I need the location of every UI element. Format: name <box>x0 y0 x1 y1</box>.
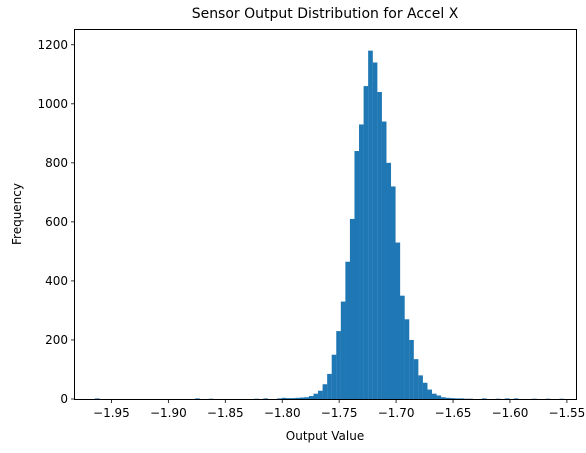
x-axis-label: Output Value <box>286 429 364 443</box>
histogram-bar <box>381 121 387 399</box>
histogram-bar <box>445 397 451 399</box>
histogram-bar <box>504 398 510 399</box>
histogram-bar <box>390 186 396 399</box>
histogram-bar <box>304 397 310 399</box>
histogram-bar <box>313 393 319 399</box>
histogram-bar <box>318 390 323 399</box>
histogram-bar <box>363 86 369 399</box>
x-tick-label: −1.65 <box>435 406 472 420</box>
histogram-bar <box>436 395 442 399</box>
y-axis-ticks: 0 200 400 600 800 1000 1200 <box>37 38 75 406</box>
histogram-bar <box>431 393 437 399</box>
histogram-bar <box>513 398 519 399</box>
x-axis-ticks: −1.95 −1.90 −1.85 −1.80 −1.75 −1.70 −1.65 −1.60… <box>93 399 585 420</box>
histogram-bar <box>482 398 487 399</box>
histogram-bar <box>377 91 382 400</box>
chart-title: Sensor Output Distribution for Accel X <box>192 6 459 22</box>
y-tick-label: 400 <box>45 274 68 288</box>
x-tick-label: −1.80 <box>264 406 301 420</box>
histogram-bar <box>359 124 364 400</box>
x-tick-label: −1.75 <box>321 406 358 420</box>
histogram-bar <box>290 398 296 399</box>
x-tick-label: −1.85 <box>207 406 244 420</box>
y-tick-label: 600 <box>45 215 68 229</box>
histogram-bar <box>422 382 428 399</box>
histogram-bar <box>413 359 419 399</box>
histogram-bar <box>295 397 300 399</box>
x-tick-label: −1.95 <box>93 406 130 420</box>
histogram-bar <box>372 62 378 399</box>
histogram-bar <box>327 373 332 399</box>
histogram-bar <box>286 398 291 399</box>
y-tick-label: 200 <box>45 333 68 347</box>
x-tick-label: −1.60 <box>492 406 529 420</box>
histogram-bar <box>368 50 373 399</box>
histogram-bar <box>409 339 414 399</box>
histogram-bar <box>263 398 269 399</box>
histogram-bar <box>427 389 433 399</box>
y-tick-label: 1200 <box>37 38 68 52</box>
histogram-bar <box>336 331 341 399</box>
histogram-bar <box>395 242 401 399</box>
histogram-bar <box>441 397 446 399</box>
histogram-bar <box>404 319 410 399</box>
histogram-bar <box>299 397 305 399</box>
x-tick-label: −1.55 <box>549 406 586 420</box>
histogram-bar <box>354 151 360 399</box>
plot-frame <box>74 29 577 400</box>
histogram-bar <box>308 396 314 399</box>
x-tick-label: −1.90 <box>150 406 187 420</box>
histogram-bar <box>195 398 200 399</box>
histogram-bar <box>94 398 100 399</box>
histogram-bar <box>450 398 455 399</box>
histogram-bar <box>340 301 346 399</box>
histogram-bar <box>345 261 351 399</box>
histogram-bar <box>454 398 460 399</box>
x-tick-label: −1.70 <box>378 406 415 420</box>
histogram-bar <box>418 375 423 399</box>
histogram-bar <box>386 162 392 399</box>
histogram-bar <box>281 397 287 399</box>
histogram-bar <box>277 398 282 399</box>
histogram-bar <box>349 218 355 399</box>
y-tick-label: 800 <box>45 156 68 170</box>
histogram-bar <box>322 384 328 399</box>
histogram-bar <box>400 295 405 399</box>
histogram-bar <box>331 354 337 399</box>
histogram-bar <box>459 398 464 399</box>
y-tick-label: 1000 <box>37 97 68 111</box>
y-axis-label: Frequency <box>10 183 24 245</box>
histogram-bars <box>94 50 565 400</box>
y-tick-label: 0 <box>60 392 68 406</box>
